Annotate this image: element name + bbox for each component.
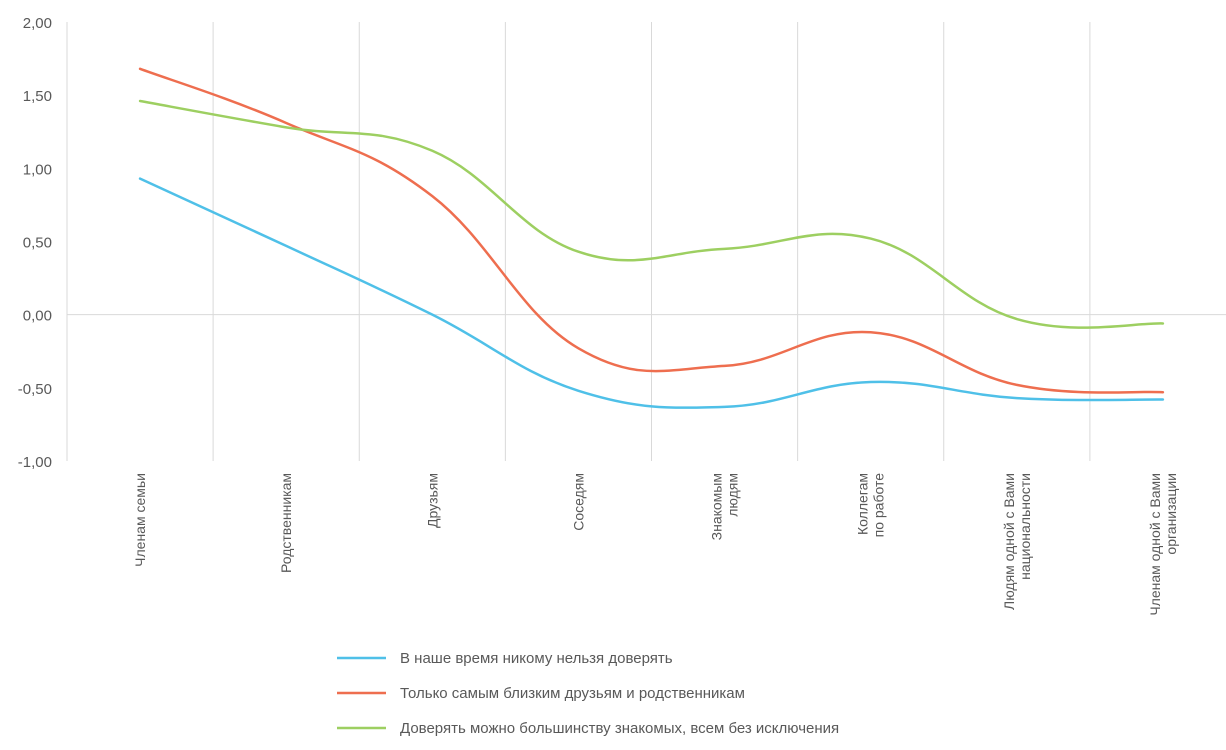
x-tick-label: по работе xyxy=(871,473,887,538)
y-tick-label: 1,00 xyxy=(23,161,52,178)
series-line-2 xyxy=(138,67,1165,394)
x-tick-label: Членам семьи xyxy=(132,473,148,567)
y-tick-label: -0,50 xyxy=(18,381,52,398)
x-tick-label: Родственникам xyxy=(278,473,294,573)
y-tick-label: 0,00 xyxy=(23,308,52,325)
x-tick-label: организации xyxy=(1163,473,1179,555)
x-tick-label: Знакомым xyxy=(709,473,725,540)
y-tick-label: 0,50 xyxy=(23,235,52,252)
legend-label: Доверять можно большинству знакомых, все… xyxy=(400,720,839,737)
legend-label: В наше время никому нельзя доверять xyxy=(400,650,673,667)
x-tick-label: национальности xyxy=(1017,473,1033,580)
gridlines xyxy=(66,22,1226,461)
series-lines xyxy=(138,67,1165,409)
legend: В наше время никому нельзя доверять Тольк… xyxy=(337,650,839,737)
x-tick-label: Людям одной с Вами xyxy=(1001,473,1017,610)
x-tick-label: Коллегам xyxy=(855,473,871,535)
x-tick-label: Членам одной с Вами xyxy=(1147,473,1163,616)
legend-label: Только самым близким друзьям и родственн… xyxy=(400,685,745,702)
x-tick-label: людям xyxy=(725,473,741,517)
x-tick-label: Друзьям xyxy=(424,473,440,528)
series-line-1 xyxy=(138,177,1165,409)
y-tick-label: -1,00 xyxy=(18,454,52,471)
series-line-3 xyxy=(138,99,1165,329)
x-tick-label: Соседям xyxy=(570,473,586,531)
y-tick-label: 1,50 xyxy=(23,88,52,105)
y-tick-label: 2,00 xyxy=(23,15,52,32)
axes: 2,00 1,50 1,00 0,50 0,00 -0,50 -1,00 Членам сем… xyxy=(18,15,1179,616)
